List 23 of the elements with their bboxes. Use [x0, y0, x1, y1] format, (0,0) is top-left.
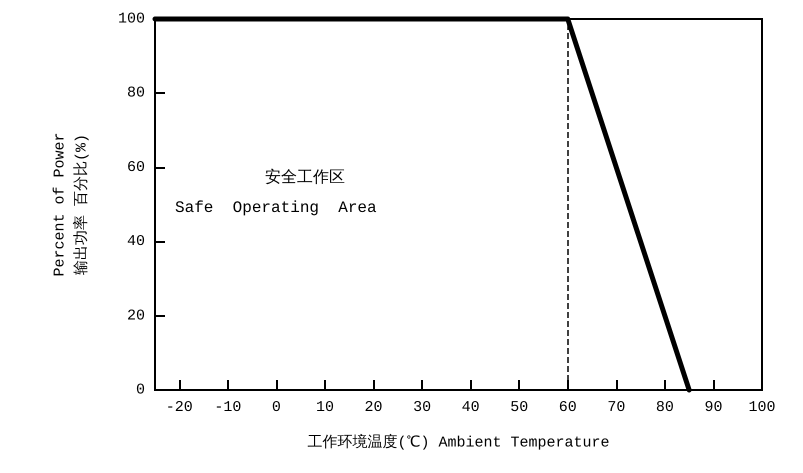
y-axis-title: Percent of Power 输出功率 百分比(%)	[52, 132, 90, 277]
annotation: Safe Operating Area	[175, 199, 378, 217]
x-tick-label: 60	[558, 399, 577, 416]
x-tick-label: 80	[656, 399, 674, 416]
x-tick-label: 90	[704, 399, 722, 416]
y-tick-label: 80	[126, 84, 145, 102]
x-tick-label: 100	[748, 399, 776, 416]
y-tick-label: 20	[126, 307, 145, 324]
x-tick-label: 0	[272, 399, 281, 416]
y-tick-label: 60	[126, 158, 145, 176]
y-tick-label: 100	[118, 10, 145, 28]
x-tick-label: -20	[166, 399, 193, 416]
x-tick-label: -10	[214, 399, 242, 416]
x-tick-label: 40	[462, 399, 480, 416]
x-tick-label: 30	[413, 399, 432, 416]
x-axis-title: 工作环境温度(℃) Ambient Temperature	[307, 434, 610, 452]
x-tick-label: 10	[316, 399, 334, 416]
annotation: 安全工作区	[265, 168, 345, 187]
x-tick-label: 50	[510, 399, 528, 416]
x-tick-label: 70	[607, 399, 626, 416]
y-tick-label: 0	[136, 382, 145, 398]
x-tick-label: 20	[364, 399, 383, 416]
y-tick-label: 40	[126, 233, 145, 250]
